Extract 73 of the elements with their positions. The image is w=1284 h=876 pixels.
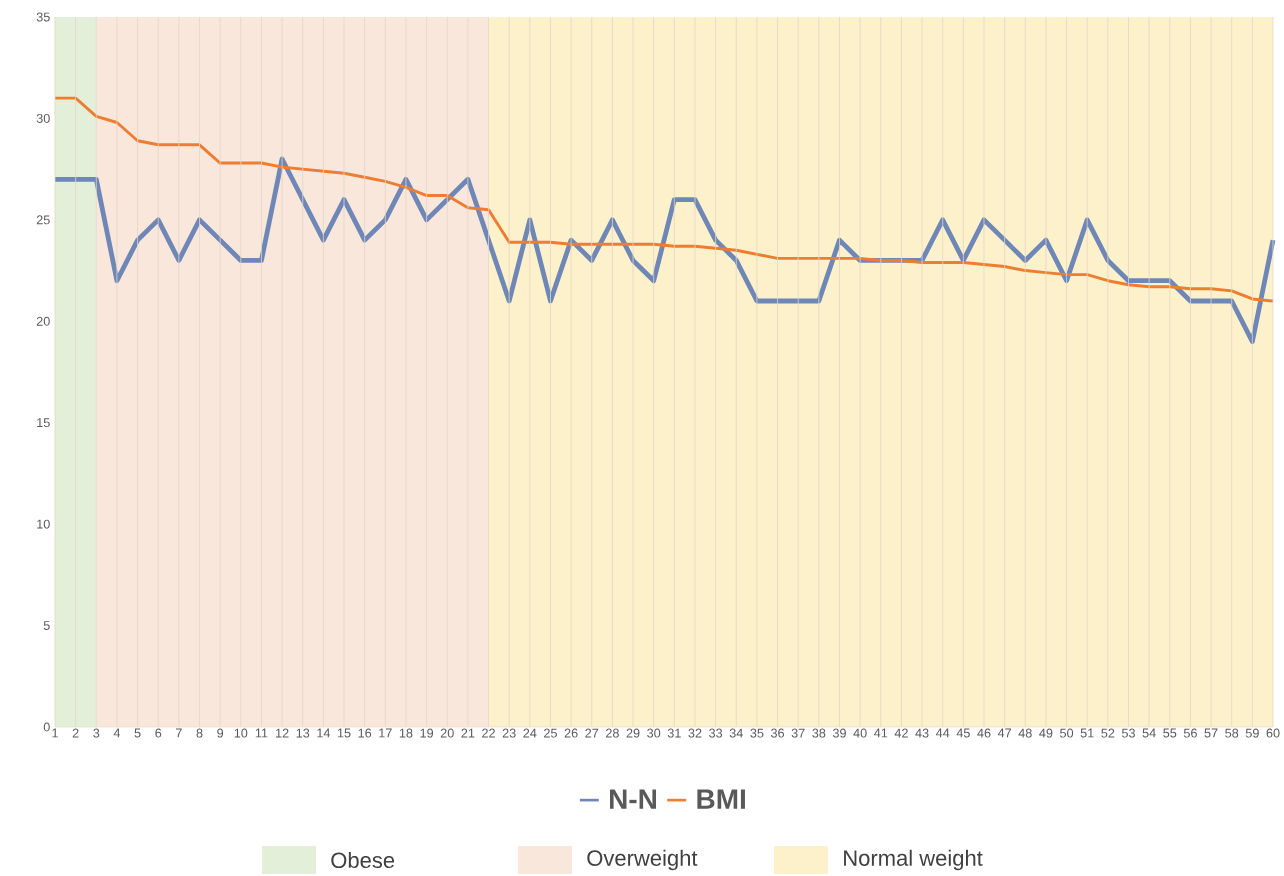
x-tick-label: 19 [420, 728, 434, 738]
x-tick-label: 48 [1018, 728, 1032, 738]
x-tick-label: 50 [1060, 728, 1074, 738]
x-tick-label: 60 [1266, 728, 1280, 738]
x-tick-label: 24 [523, 728, 537, 738]
x-tick-label: 49 [1039, 728, 1053, 738]
x-tick-label: 5 [134, 728, 141, 738]
x-tick-label: 13 [296, 728, 310, 738]
x-tick-label: 10 [234, 728, 248, 738]
x-tick-label: 30 [647, 728, 661, 738]
x-tick-label: 11 [255, 728, 268, 738]
x-tick-label: 57 [1204, 728, 1218, 738]
x-tick-label: 33 [709, 728, 723, 738]
x-tick-label: 34 [729, 728, 743, 738]
legend-label: BMI [697, 789, 745, 809]
y-tick-label: 30 [36, 113, 50, 123]
x-tick-label: 31 [667, 728, 681, 738]
x-tick-label: 15 [337, 728, 351, 738]
x-tick-label: 41 [874, 728, 888, 738]
x-tick-label: 54 [1142, 728, 1156, 738]
x-tick-label: 47 [997, 728, 1012, 738]
x-tick-label: 16 [358, 728, 372, 738]
x-tick-label: 38 [812, 728, 826, 738]
y-tick-label: 0 [43, 722, 50, 732]
x-tick-label: 6 [155, 728, 162, 738]
y-tick-label: 35 [36, 12, 50, 22]
x-tick-label: 21 [461, 728, 475, 738]
x-tick-label: 52 [1101, 728, 1115, 738]
y-tick-label: 20 [36, 316, 50, 326]
x-tick-label: 29 [626, 728, 640, 738]
legend-label: N-N [610, 789, 656, 809]
x-tick-label: 43 [915, 728, 929, 738]
y-tick-label: 5 [43, 621, 50, 630]
y-tick-label: 25 [36, 215, 50, 225]
x-tick-label: 42 [894, 728, 908, 738]
x-tick-label: 2 [72, 728, 79, 738]
legend-label: Overweight [587, 849, 698, 871]
x-tick-label: 9 [217, 728, 224, 738]
x-tick-label: 14 [317, 728, 331, 738]
legend-label: Obese [331, 851, 395, 869]
x-tick-label: 26 [564, 728, 578, 738]
x-tick-label: 22 [482, 728, 495, 738]
x-tick-label: 36 [770, 728, 785, 738]
y-tick-label: 15 [37, 418, 50, 428]
x-tick-label: 51 [1080, 728, 1094, 738]
legend-label: Normal weight [844, 849, 983, 871]
y-tick-label: 10 [37, 519, 50, 529]
x-tick-label: 1 [52, 728, 58, 738]
x-tick-label: 37 [791, 728, 805, 738]
x-tick-label: 55 [1163, 728, 1177, 738]
x-tick-label: 58 [1225, 728, 1239, 738]
x-tick-label: 12 [276, 728, 289, 738]
x-tick-label: 17 [379, 728, 392, 738]
x-tick-label: 8 [196, 728, 203, 738]
x-tick-label: 28 [605, 728, 619, 738]
x-tick-label: 18 [399, 728, 413, 738]
x-tick-label: 44 [935, 728, 950, 738]
x-tick-label: 40 [853, 728, 867, 738]
x-tick-label: 20 [440, 728, 454, 738]
x-tick-label: 23 [502, 728, 516, 738]
x-tick-label: 27 [585, 728, 599, 738]
x-tick-label: 59 [1245, 728, 1259, 738]
x-tick-label: 7 [176, 728, 182, 738]
x-tick-label: 53 [1121, 728, 1135, 738]
x-tick-label: 39 [832, 728, 846, 738]
x-tick-label: 45 [956, 728, 970, 738]
x-tick-label: 46 [977, 728, 991, 738]
x-tick-label: 4 [113, 728, 121, 738]
x-tick-label: 25 [544, 728, 557, 738]
x-tick-label: 32 [688, 728, 702, 738]
x-tick-label: 56 [1183, 728, 1197, 738]
x-tick-label: 3 [93, 728, 100, 738]
x-tick-label: 35 [750, 728, 764, 738]
